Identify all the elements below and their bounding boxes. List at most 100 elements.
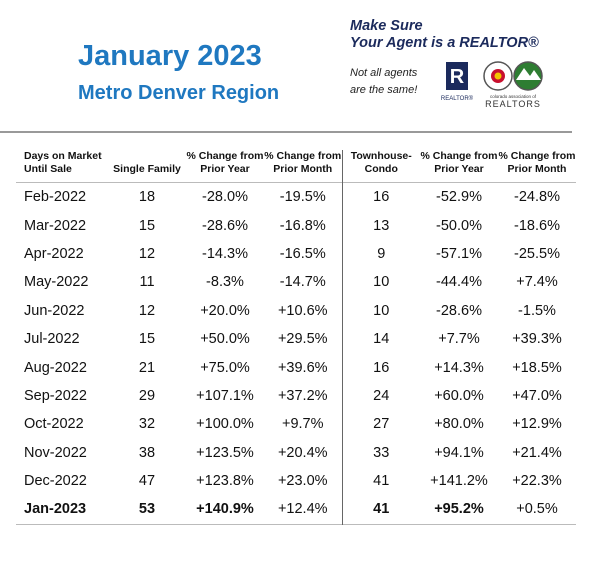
cell: +123.8% <box>196 473 254 490</box>
cell: +29.5% <box>277 331 328 348</box>
data-table: Days on Market Until Sale Single Family % … <box>16 150 576 525</box>
table-row: Jul-2022 15 +50.0% +29.5% 14 +7.7% +39.3% <box>16 324 576 354</box>
cell: +80.0% <box>434 416 484 433</box>
cell: 41 <box>341 495 420 525</box>
cell: +94.1% <box>434 444 484 461</box>
row-label: Apr-2022 <box>24 245 84 262</box>
cell: +39.6% <box>277 359 328 376</box>
cell: +75.0% <box>200 359 250 376</box>
cell: -25.5% <box>514 245 560 262</box>
logos: R REALTOR® colorado association of REALT… <box>441 61 543 109</box>
divider <box>0 131 572 133</box>
cell: +123.5% <box>196 444 254 461</box>
table-row: Oct-2022 32 +100.0% +9.7% 27 +80.0% +12.9% <box>16 410 576 439</box>
cell: +22.3% <box>512 473 562 490</box>
column-header: Townhouse-Condo <box>341 150 420 183</box>
cell: 16 <box>341 353 420 382</box>
cell: 27 <box>341 410 420 439</box>
cell: +18.5% <box>512 359 562 376</box>
cell: -16.5% <box>279 245 326 262</box>
cell: 10 <box>341 296 420 325</box>
cell: +0.5% <box>516 501 558 518</box>
logo-letter: R <box>450 66 465 88</box>
row-label: Aug-2022 <box>24 359 87 376</box>
row-label: Sep-2022 <box>24 387 87 404</box>
cell: +7.4% <box>516 274 558 291</box>
cell: -16.8% <box>279 217 326 234</box>
column-header: % Change from Prior Year <box>186 150 264 175</box>
logo-caption: colorado association of <box>490 94 537 99</box>
column-header: Single Family <box>113 163 181 175</box>
row-label: Nov-2022 <box>24 444 87 461</box>
cell: +50.0% <box>200 331 250 348</box>
logo-caption: REALTORS <box>485 99 541 109</box>
cell: 47 <box>138 473 156 490</box>
column-header: % Change from Prior Month <box>498 150 576 175</box>
cell: -18.6% <box>514 217 560 234</box>
row-label: May-2022 <box>24 274 89 291</box>
table-row: Jan-2023 53 +140.9% +12.4% 41 +95.2% +0.5% <box>16 495 576 525</box>
cell: +10.6% <box>277 302 328 319</box>
cell: +47.0% <box>512 387 562 404</box>
table-body: Feb-2022 18 -28.0% -19.5% 16 -52.9% -24.8% Mar-… <box>16 182 576 525</box>
co-logo <box>483 61 513 91</box>
cell: 13 <box>341 211 420 240</box>
cell: -28.0% <box>202 189 248 206</box>
cell: 15 <box>138 331 156 348</box>
cell: -50.0% <box>436 217 482 234</box>
row-label: Oct-2022 <box>24 416 84 433</box>
title: January 2023 <box>78 40 262 72</box>
table-row: Mar-2022 15 -28.6% -16.8% 13 -50.0% -18.6% <box>16 211 576 240</box>
cell: 9 <box>341 239 420 269</box>
subtitle: Metro Denver Region <box>78 82 280 104</box>
cell: +39.3% <box>512 331 562 348</box>
cell: +21.4% <box>512 444 562 461</box>
cell: -24.8% <box>514 189 560 206</box>
header-row: Days on Market Until Sale Single Family % … <box>16 150 576 183</box>
cell: -1.5% <box>518 302 556 319</box>
cell: -28.6% <box>436 302 482 319</box>
cell: 33 <box>341 438 420 467</box>
cell: 12 <box>138 245 156 262</box>
realtor-logo <box>446 62 468 90</box>
cell: 10 <box>341 268 420 297</box>
cell: +14.3% <box>434 359 484 376</box>
cell: +95.2% <box>434 501 484 518</box>
row-label: Jun-2022 <box>24 302 85 319</box>
cell: +12.9% <box>512 416 562 433</box>
cell: 14 <box>341 324 420 354</box>
cell: 24 <box>341 381 420 411</box>
tagline: are the same! <box>350 84 418 96</box>
column-header: Days on Market Until Sale <box>24 150 102 175</box>
cell: +7.7% <box>438 331 480 348</box>
row-label: Feb-2022 <box>24 189 87 206</box>
cell: +107.1% <box>196 387 254 404</box>
cell: +37.2% <box>277 387 328 404</box>
cell: +141.2% <box>430 473 488 490</box>
cell: 41 <box>341 466 420 496</box>
table-row: Sep-2022 29 +107.1% +37.2% 24 +60.0% +47.0% <box>16 381 576 411</box>
cell: -57.1% <box>436 245 482 262</box>
cell: 21 <box>138 359 156 376</box>
slogan: Your Agent is a REALTOR® <box>350 35 539 51</box>
cell: -52.9% <box>436 189 482 206</box>
co-logo <box>494 72 502 80</box>
cell: 16 <box>341 182 420 212</box>
co-logo <box>516 68 541 80</box>
cell: +140.9% <box>196 501 254 518</box>
cell: 15 <box>138 217 156 234</box>
cell: +20.0% <box>200 302 250 319</box>
slogan: Make Sure <box>350 18 423 34</box>
table-row: Nov-2022 38 +123.5% +20.4% 33 +94.1% +21.4% <box>16 438 576 467</box>
cell: +23.0% <box>277 473 328 490</box>
cell: 18 <box>138 189 156 206</box>
cell: -28.6% <box>202 217 248 234</box>
cell: +100.0% <box>196 416 254 433</box>
cell: 11 <box>139 274 155 291</box>
column-header: % Change from Prior Year <box>420 150 498 175</box>
cell: +60.0% <box>434 387 484 404</box>
row-label: Dec-2022 <box>24 473 87 490</box>
row-label: Mar-2022 <box>24 217 87 234</box>
column-header: % Change from Prior Month <box>264 150 342 175</box>
